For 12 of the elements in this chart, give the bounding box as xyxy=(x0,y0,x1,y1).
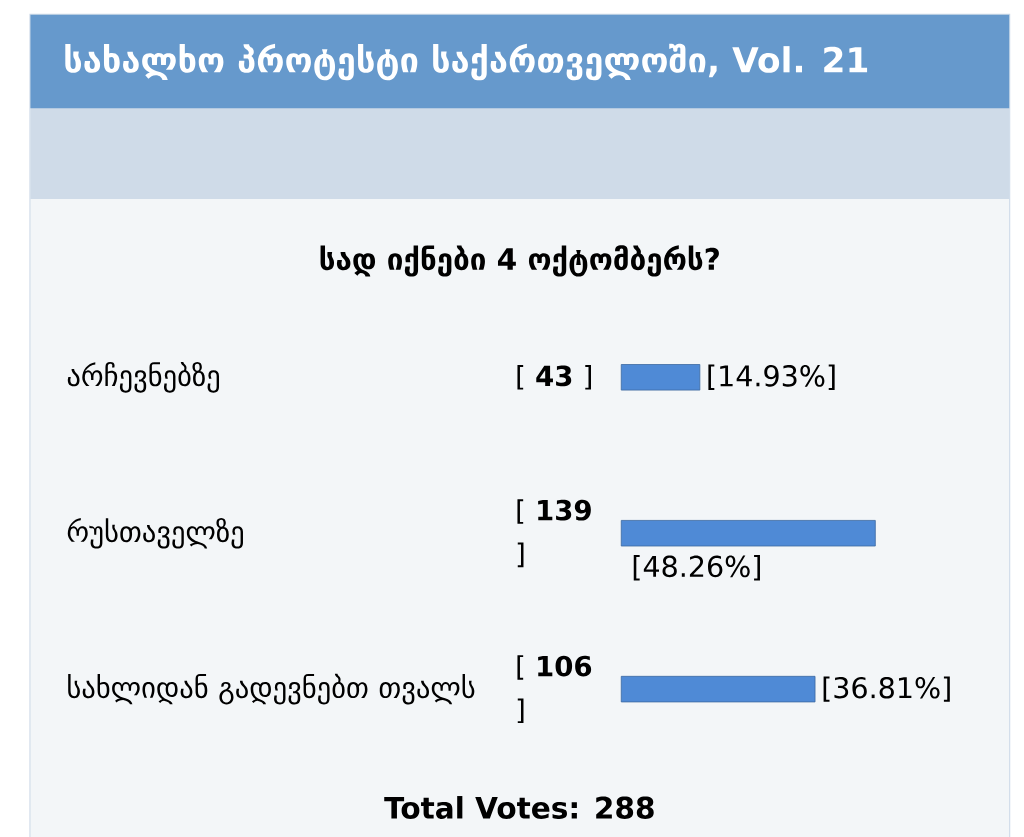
chart-subtitle: სად იქნები 4 ოქტომბერს? xyxy=(320,245,719,277)
text: Total Votes: 288 xyxy=(384,796,654,819)
text: [ 139 ] xyxy=(517,499,591,568)
chart-title: სახალხო პროტესტი საქართველოში, Vol. 21 xyxy=(65,43,868,81)
text: [ 106 ] xyxy=(517,655,592,724)
data-label: [36.81%] xyxy=(823,676,950,702)
y-tick-label: სახლიდან გადევნებთ თვალს xyxy=(68,673,475,705)
data-label: [48.26%] xyxy=(633,555,760,581)
text: [ 43 ] xyxy=(517,365,591,390)
y-tick-label: არჩევნებზე xyxy=(67,361,220,393)
data-label: [14.93%] xyxy=(708,364,835,391)
y-tick-label: რუსთაველზე xyxy=(67,517,243,549)
